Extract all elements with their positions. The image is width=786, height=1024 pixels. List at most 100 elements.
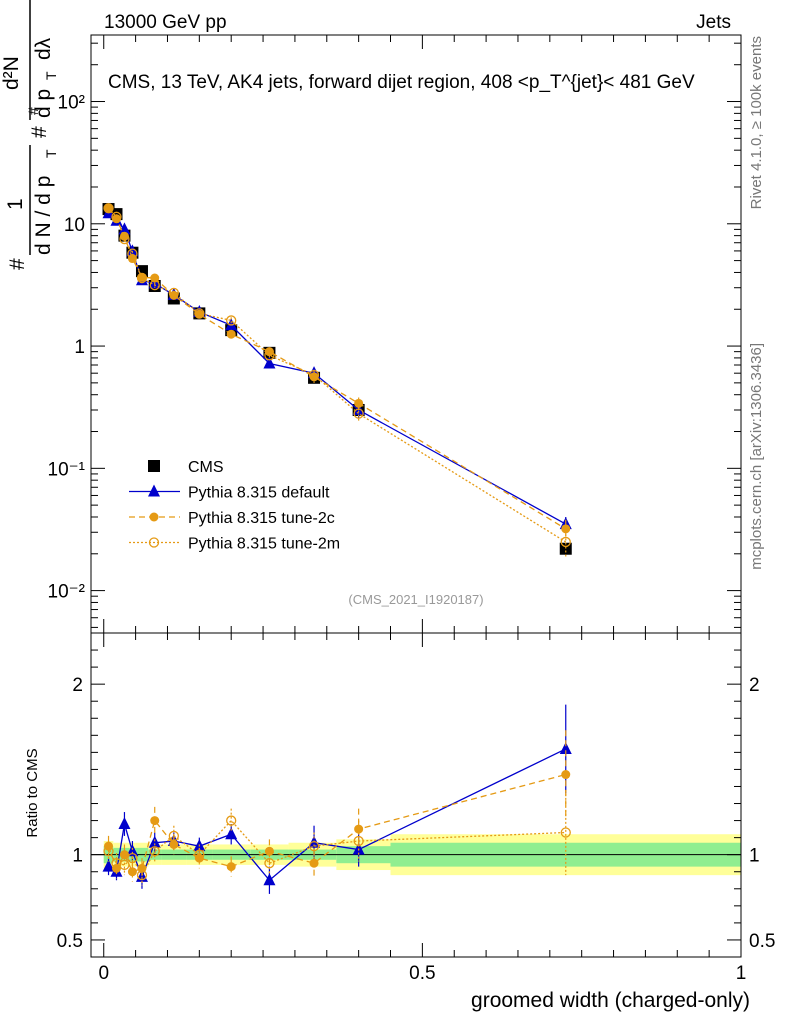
ratio-point — [168, 830, 179, 842]
header-process-label: Jets — [696, 12, 731, 33]
series-pythia-8-315-tune-2m — [103, 203, 571, 557]
ratio-point — [559, 741, 572, 754]
series-line — [108, 207, 567, 530]
ylabel-hash-c: # — [25, 107, 41, 115]
data-point — [561, 524, 571, 534]
main-plot-frame: 10⁻² 10⁻¹ 1 10 10² — [48, 34, 742, 634]
legend-item-cms: CMS — [148, 459, 224, 476]
data-point — [119, 233, 130, 245]
ratio-point — [308, 841, 320, 852]
ratio-point — [149, 846, 160, 857]
ratio-point — [264, 858, 275, 869]
ratio-series-pythia-8-315-tune-2m — [103, 789, 571, 886]
analysis-id-watermark: (CMS_2021_I1920187) — [348, 592, 483, 607]
legend-marker — [148, 460, 160, 472]
ratio-y-tick-label: 1 — [72, 846, 83, 867]
series-pythia-8-315-tune-2c — [104, 203, 571, 540]
ratio-point — [226, 815, 237, 826]
ratio-y-tick-label: 2 — [72, 675, 83, 696]
ratio-y-axis-label: Ratio to CMS — [24, 748, 41, 837]
data-point — [560, 536, 571, 548]
ratio-y-tick-label-right: 2 — [749, 675, 760, 696]
x-tick-label: 1 — [736, 963, 747, 984]
ratio-plot-frame: 0 0.5 10.5 0.51 12 2 — [57, 632, 775, 984]
data-point — [168, 287, 179, 299]
data-point — [103, 203, 114, 214]
ratio-point — [118, 816, 131, 829]
data-point — [308, 369, 320, 381]
ylabel-hash-b: # — [28, 126, 51, 138]
data-point — [194, 309, 204, 319]
main-y-tick-label: 10⁻² — [48, 582, 86, 603]
series-line — [108, 212, 567, 525]
legend-marker — [148, 537, 160, 548]
legend: CMS Pythia 8.315 default Pythia 8.315 tune… — [129, 459, 340, 553]
data-point — [354, 398, 364, 408]
ratio-y-tick-label: 0.5 — [57, 931, 83, 952]
ylabel-d2n: d²N — [0, 56, 23, 90]
ratio-point — [127, 852, 138, 864]
ratio-point — [102, 859, 115, 872]
legend-label: Pythia 8.315 tune-2c — [188, 510, 335, 527]
data-point — [136, 272, 148, 284]
ratio-point — [127, 867, 137, 877]
ratio-point — [119, 859, 130, 871]
ylabel-hash-a: # — [6, 258, 29, 270]
data-point — [264, 350, 275, 361]
legend-marker — [149, 512, 159, 522]
ratio-point — [225, 827, 238, 840]
data-point — [194, 308, 205, 319]
series-pythia-8-315-default — [102, 206, 572, 533]
legend-item-pythia-8-315-default: Pythia 8.315 default — [129, 484, 330, 502]
main-plot-title: CMS, 13 TeV, AK4 jets, forward dijet reg… — [108, 72, 695, 93]
ylabel-one: 1 — [4, 198, 27, 210]
data-point — [150, 273, 160, 283]
data-point — [263, 356, 276, 369]
legend-item-pythia-8-315-tune-2m: Pythia 8.315 tune-2m — [129, 536, 340, 553]
ratio-series-layer — [102, 704, 572, 894]
data-point — [127, 248, 138, 259]
main-y-tick-label: 10⁻¹ — [48, 459, 86, 480]
data-point — [118, 222, 131, 235]
ratio-point — [136, 869, 148, 881]
ratio-point — [263, 873, 276, 886]
ratio-y-tick-label-right: 1 — [749, 846, 760, 867]
ratio-point — [560, 827, 571, 838]
rivet-version-label: Rivet 4.1.0, ≥ 100k events — [748, 36, 765, 209]
data-point — [353, 408, 364, 419]
ratio-point — [169, 839, 179, 849]
ratio-point — [103, 846, 114, 857]
data-point — [226, 329, 236, 339]
ylabel-dlambda: dλ — [32, 37, 55, 60]
data-point — [126, 244, 139, 257]
mcplots-credit-label: mcplots.cern.ch [arXiv:1306.3436] — [748, 343, 765, 570]
legend-label: Pythia 8.315 default — [188, 485, 330, 502]
ratio-y-tick-label-right: 0.5 — [749, 931, 775, 952]
data-point — [111, 211, 122, 222]
data-point — [226, 315, 237, 326]
main-y-axis-label: # 1 d N / d p T # d²N # d p T dλ — [0, 0, 59, 270]
ratio-point — [126, 844, 139, 857]
main-y-tick-label: 10² — [58, 93, 85, 114]
legend-label: CMS — [188, 459, 224, 476]
ylabel-t-sub: T — [43, 149, 59, 158]
legend-item-pythia-8-315-tune-2c: Pythia 8.315 tune-2c — [129, 510, 335, 527]
x-axis-label: groomed width (charged-only) — [471, 989, 750, 1012]
data-point — [225, 318, 238, 331]
ylabel-t-sub-b: T — [43, 71, 59, 80]
ratio-point — [150, 816, 160, 826]
legend-label: Pythia 8.315 tune-2m — [188, 536, 340, 553]
ratio-point — [561, 770, 571, 780]
ratio-point — [353, 835, 364, 847]
uncertainty-bands — [91, 834, 741, 876]
x-tick-label: 0.5 — [409, 963, 435, 984]
header-energy-label: 13000 GeV pp — [104, 12, 227, 33]
data-point — [149, 279, 160, 291]
main-y-tick-label: 10 — [64, 215, 85, 236]
x-tick-label: 0 — [98, 963, 109, 984]
main-series-layer — [102, 203, 572, 557]
series-line — [108, 207, 567, 543]
ratio-point — [226, 862, 236, 872]
series-cms — [102, 203, 572, 555]
